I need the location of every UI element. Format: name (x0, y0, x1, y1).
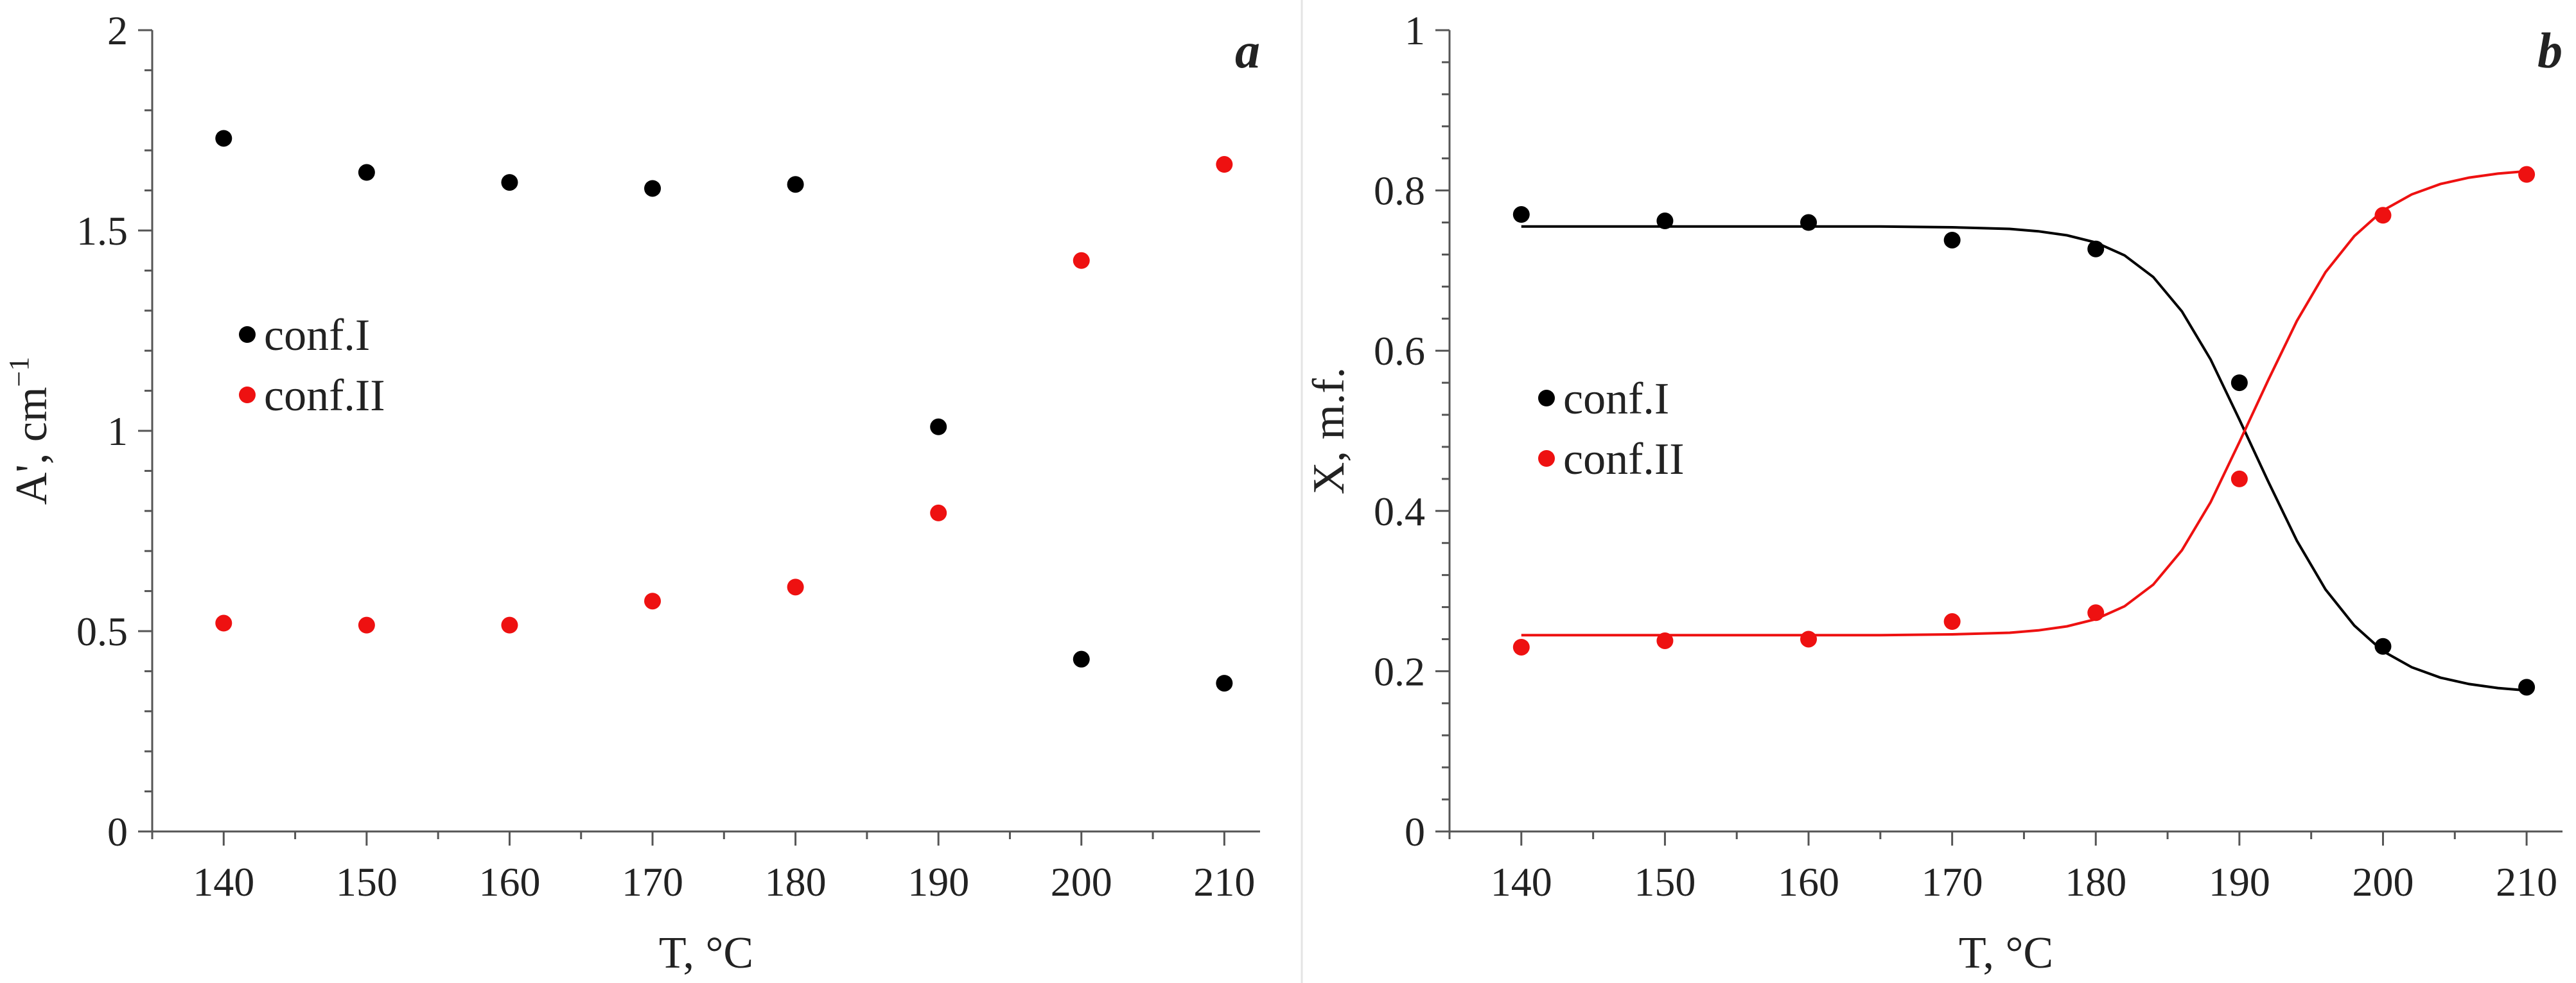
panel-letter: b (2537, 22, 2563, 78)
x-tick-label: 160 (478, 859, 540, 905)
data-point-conf-ii (1943, 613, 1961, 631)
y-axis-label: X, m.f. (1304, 367, 1354, 494)
data-point-conf-i (1216, 675, 1233, 692)
data-point-conf-ii (1216, 156, 1233, 173)
data-point-conf-i (2087, 240, 2105, 257)
x-tick-label: 170 (1922, 859, 1983, 905)
y-tick-label: 0.8 (1374, 168, 1425, 214)
data-point-conf-ii (358, 616, 375, 634)
y-tick-label: 1 (1405, 8, 1425, 53)
legend-marker-conf-ii (239, 387, 256, 403)
x-tick-label: 210 (1193, 859, 1255, 905)
data-point-conf-ii (2374, 207, 2392, 224)
panel-letter: a (1235, 22, 1260, 78)
y-tick-label: 1.5 (76, 208, 128, 254)
x-tick-label: 140 (193, 859, 254, 905)
y-axis-label-superscript: −1 (3, 357, 35, 387)
y-tick-label: 0.4 (1374, 489, 1425, 534)
y-tick-label: 0 (1405, 809, 1425, 855)
data-point-conf-i (787, 176, 804, 193)
x-tick-label: 150 (1634, 859, 1695, 905)
x-tick-label: 200 (2352, 859, 2414, 905)
data-point-conf-ii (930, 504, 947, 521)
data-point-conf-i (644, 180, 662, 197)
x-tick-label: 140 (1491, 859, 1552, 905)
x-tick-label: 170 (622, 859, 683, 905)
x-axis-label: T, °C (659, 928, 753, 978)
x-tick-label: 190 (907, 859, 969, 905)
y-tick-label: 0.2 (1374, 648, 1425, 694)
data-point-conf-i (1656, 213, 1674, 230)
legend-marker-conf-ii (1538, 450, 1555, 467)
data-point-conf-ii (1800, 631, 1818, 648)
data-point-conf-i (1512, 206, 1530, 223)
panel-b-chart: 140 150 160 170 180 190 200 210 0 0.2 0.4 0.6 0.8 1 T,… (1304, 8, 2563, 978)
x-tick-label: 150 (336, 859, 398, 905)
data-point-conf-ii (501, 616, 518, 634)
data-point-conf-ii (1512, 638, 1530, 656)
data-point-conf-i (1800, 214, 1818, 231)
x-tick-label: 180 (2065, 859, 2126, 905)
y-tick-label: 1 (107, 408, 128, 454)
y-tick-label: 0.6 (1374, 328, 1425, 374)
legend-label-conf-ii: conf.II (264, 371, 385, 421)
x-tick-label: 200 (1051, 859, 1112, 905)
data-point-conf-ii (2087, 604, 2105, 622)
data-point-conf-ii (1073, 252, 1090, 269)
data-point-conf-i (358, 164, 375, 181)
legend-marker-conf-i (1538, 390, 1555, 406)
legend-label-conf-i: conf.I (264, 311, 370, 360)
data-point-conf-i (2518, 679, 2536, 696)
y-tick-label: 0 (107, 809, 128, 855)
y-tick-label: 0.5 (76, 609, 128, 654)
data-point-conf-ii (2518, 166, 2536, 183)
data-point-conf-ii (644, 593, 662, 610)
legend-label-conf-ii: conf.II (1563, 435, 1685, 484)
data-point-conf-ii (1656, 632, 1674, 649)
x-tick-label: 190 (2209, 859, 2270, 905)
data-point-conf-i (1943, 231, 1961, 248)
x-axis-label: T, °C (1959, 928, 2053, 978)
y-tick-label: 2 (107, 8, 128, 53)
legend-label-conf-i: conf.I (1563, 374, 1669, 424)
data-point-conf-i (930, 418, 947, 435)
data-point-conf-i (215, 130, 232, 147)
fit-curve-conf-i (1521, 225, 2527, 692)
data-point-conf-i (501, 174, 518, 191)
data-point-conf-i (1073, 650, 1090, 668)
fit-curve-conf-ii (1521, 170, 2527, 637)
data-point-conf-ii (2230, 470, 2248, 487)
data-point-conf-ii (215, 614, 232, 632)
legend-marker-conf-i (239, 326, 256, 343)
data-point-conf-ii (787, 578, 804, 596)
x-tick-label: 160 (1778, 859, 1839, 905)
data-point-conf-i (2374, 638, 2392, 655)
data-point-conf-i (2230, 374, 2248, 392)
x-tick-label: 210 (2496, 859, 2557, 905)
x-tick-label: 180 (765, 859, 827, 905)
